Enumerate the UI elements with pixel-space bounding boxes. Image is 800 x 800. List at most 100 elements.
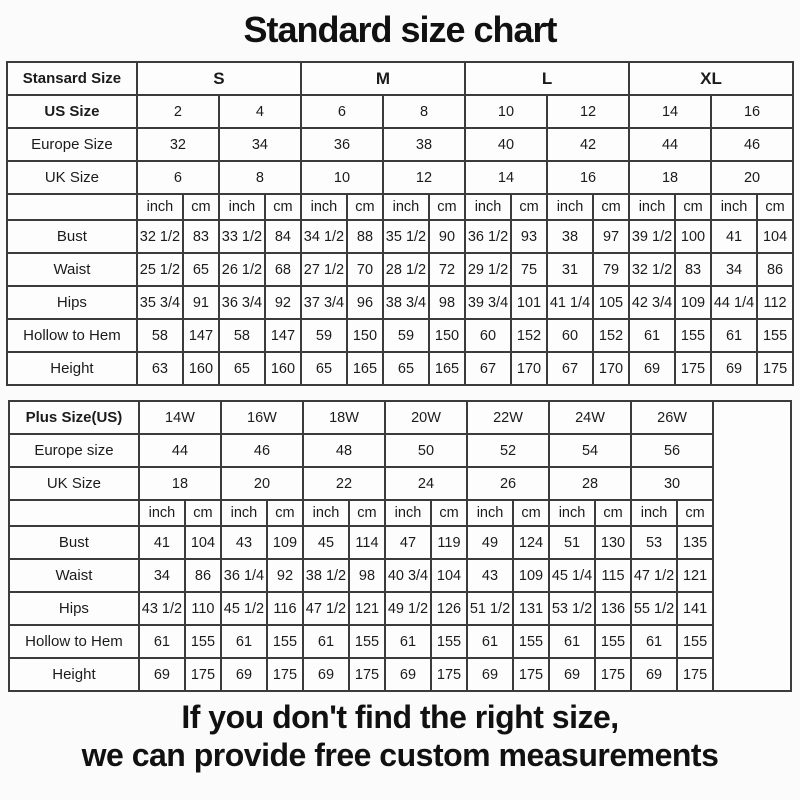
measurement-value-cell: 36 1/4 <box>219 558 268 593</box>
measurement-value-cell: 67 <box>546 351 594 386</box>
us-size-cell: 8 <box>381 94 467 129</box>
us-size-cell: 12 <box>545 94 631 129</box>
footer-line-2: we can provide free custom measurements <box>81 736 719 773</box>
measurement-value-cell: 155 <box>347 624 386 659</box>
measurement-value-cell: 36 1/2 <box>464 219 512 254</box>
unit-cell: cm <box>347 499 386 527</box>
measurement-row-bust: Bust 41 104 43 109 45 114 47 119 49 124 51 130 53 135 <box>7 525 791 560</box>
unit-cell: inch <box>219 499 268 527</box>
measurement-value-cell: 28 1/2 <box>381 252 430 287</box>
unit-cell: inch <box>137 499 186 527</box>
unit-cell: cm <box>510 193 548 221</box>
measurement-row-height: Height 69 175 69 175 69 175 69 175 69 175 69 175 69 1… <box>7 657 791 692</box>
measurement-value-cell: 61 <box>466 624 514 659</box>
measurement-value-cell: 165 <box>345 351 384 386</box>
measurement-value-cell: 155 <box>429 624 469 659</box>
page-title: Standard size chart <box>243 9 557 50</box>
measurement-value-cell: 40 3/4 <box>383 558 432 593</box>
measurement-value-cell: 25 1/2 <box>135 252 184 287</box>
measurement-value-cell: 69 <box>219 657 268 692</box>
measurement-value-cell: 155 <box>511 624 551 659</box>
uk-size-cell: 18 <box>628 160 713 195</box>
uk-size-cell: 20 <box>219 466 304 501</box>
measurement-label-cell: Hips <box>5 285 138 320</box>
measurement-value-cell: 121 <box>347 591 386 626</box>
unit-cell: cm <box>183 499 222 527</box>
measurement-value-cell: 69 <box>383 657 432 692</box>
us-size-cell: 6 <box>299 94 384 129</box>
measurement-row-hollow-to-hem: Hollow to Hem 61 155 61 155 61 155 61 155 61 155 6… <box>7 624 791 659</box>
measurement-value-cell: 96 <box>345 285 384 320</box>
measurement-value-cell: 121 <box>676 558 715 593</box>
measurement-value-cell: 45 1/2 <box>219 591 268 626</box>
unit-cell: cm <box>756 193 795 221</box>
measurement-value-cell: 35 1/2 <box>381 219 430 254</box>
measurement-value-cell: 65 <box>299 351 348 386</box>
us-size-cell: 4 <box>217 94 302 129</box>
empty-cell <box>5 193 138 221</box>
measurement-row-hips: Hips 43 1/2 110 45 1/2 116 47 1/2 121 49 1/2 12… <box>7 591 791 626</box>
plus-size-row: Plus Size(US) 14W 16W 18W 20W 22W 24W 26W <box>7 400 793 692</box>
measurement-value-cell: 51 <box>548 525 597 560</box>
measurement-value-cell: 88 <box>345 219 384 254</box>
measurement-value-cell: 160 <box>263 351 302 386</box>
measurement-value-cell: 126 <box>429 591 469 626</box>
plus-size-cell: 20W <box>383 400 469 435</box>
measurement-value-cell: 109 <box>265 525 304 560</box>
measurement-value-cell: 98 <box>347 558 386 593</box>
uk-size-row: UK Size 6 8 10 12 14 16 18 20 <box>5 160 795 195</box>
europe-size-cell: 48 <box>301 433 386 468</box>
europe-size-cell: 46 <box>710 127 795 162</box>
uk-size-label-cell: UK Size <box>7 466 140 501</box>
measurement-value-cell: 34 <box>137 558 186 593</box>
measurement-value-cell: 114 <box>347 525 386 560</box>
measurement-value-cell: 65 <box>217 351 266 386</box>
measurement-value-cell: 69 <box>137 657 186 692</box>
measurement-value-cell: 69 <box>466 657 514 692</box>
plus-size-cell: 18W <box>301 400 386 435</box>
unit-cell: inch <box>383 499 432 527</box>
uk-size-row: UK Size 18 20 22 24 26 28 30 <box>7 466 791 501</box>
measurement-value-cell: 43 <box>466 558 514 593</box>
europe-size-cell: 32 <box>135 127 220 162</box>
measurement-value-cell: 175 <box>674 351 713 386</box>
measurement-value-cell: 115 <box>594 558 633 593</box>
measurement-value-cell: 175 <box>347 657 386 692</box>
europe-size-row: Europe size 44 46 48 50 52 54 56 <box>7 433 791 468</box>
measurement-value-cell: 45 <box>301 525 350 560</box>
measurement-value-cell: 155 <box>756 318 795 353</box>
measurement-value-cell: 33 1/2 <box>217 219 266 254</box>
uk-size-cell: 28 <box>548 466 633 501</box>
us-size-row: US Size 2 4 6 8 10 12 14 16 <box>5 94 795 129</box>
measurement-label-cell: Height <box>5 351 138 386</box>
measurement-value-cell: 92 <box>265 558 304 593</box>
measurement-value-cell: 61 <box>548 624 597 659</box>
measurement-label-cell: Height <box>7 657 140 692</box>
measurement-value-cell: 58 <box>135 318 184 353</box>
measurement-value-cell: 105 <box>591 285 631 320</box>
europe-size-label-cell: Europe size <box>7 433 140 468</box>
measurement-value-cell: 160 <box>181 351 220 386</box>
measurement-value-cell: 67 <box>464 351 512 386</box>
europe-size-cell: 40 <box>464 127 548 162</box>
plus-size-table: Plus Size(US) 14W 16W 18W 20W 22W 24W 26W Euro… <box>7 400 793 692</box>
measurement-value-cell: 98 <box>427 285 467 320</box>
measurement-value-cell: 147 <box>181 318 220 353</box>
measurement-value-cell: 53 1/2 <box>548 591 597 626</box>
measurement-row-height: Height 63 160 65 160 65 165 65 165 67 170 67 170 69 1… <box>5 351 795 386</box>
standard-size-table: Stansard Size S M L XL US Size 2 4 6 8 10 12 14 16… <box>5 61 795 386</box>
uk-size-cell: 20 <box>710 160 795 195</box>
uk-size-cell: 10 <box>299 160 384 195</box>
measurement-value-cell: 39 3/4 <box>464 285 512 320</box>
uk-size-cell: 24 <box>383 466 469 501</box>
measurement-value-cell: 155 <box>183 624 222 659</box>
measurement-value-cell: 37 3/4 <box>299 285 348 320</box>
unit-cell: inch <box>628 193 677 221</box>
europe-size-cell: 42 <box>545 127 631 162</box>
plus-size-cell: 14W <box>137 400 222 435</box>
measurement-value-cell: 130 <box>594 525 633 560</box>
measurement-value-cell: 35 3/4 <box>135 285 184 320</box>
measurement-value-cell: 155 <box>676 624 715 659</box>
measurement-row-waist: Waist 25 1/2 65 26 1/2 68 27 1/2 70 28 1/2 72 29… <box>5 252 795 287</box>
